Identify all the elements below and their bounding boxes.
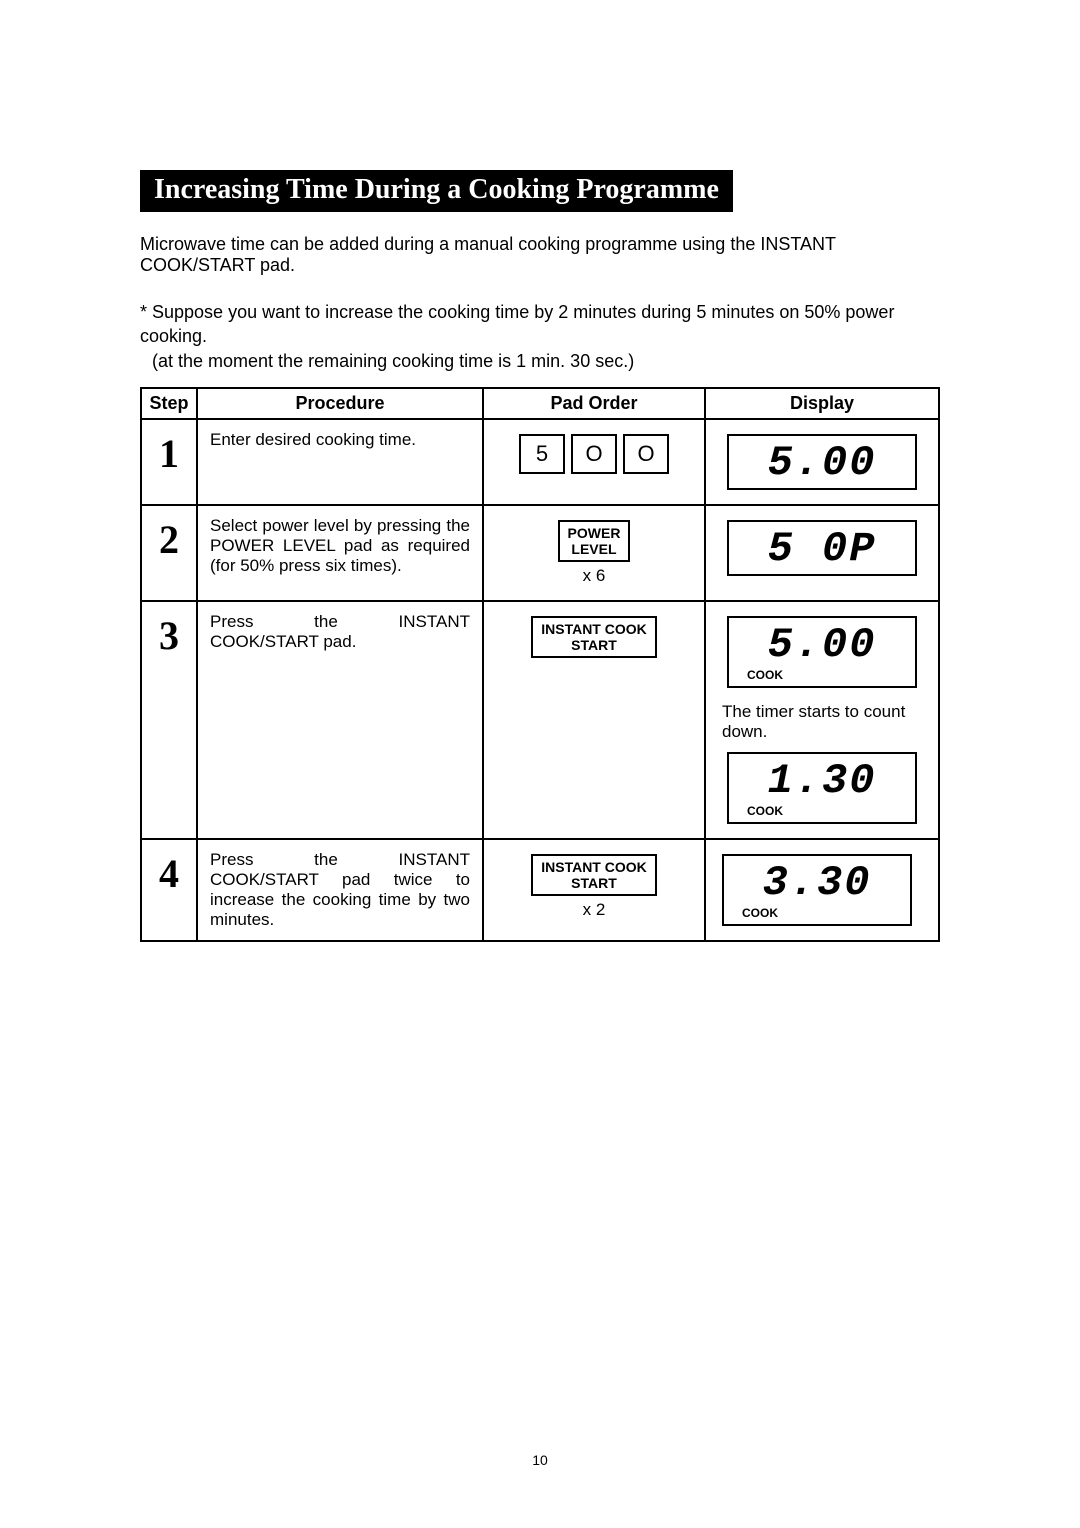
display-box: 3.30 COOK [722, 854, 912, 926]
display-box: 1.30 COOK [727, 752, 917, 824]
pad-order-cell: INSTANT COOK START x 2 [483, 839, 705, 941]
segment-display: 5 0P [747, 528, 897, 570]
display-note: The timer starts to count down. [722, 702, 922, 742]
steps-table: Step Procedure Pad Order Display 1 Enter… [140, 387, 940, 942]
cook-indicator: COOK [747, 804, 897, 818]
table-row: 3 Press the INSTANT COOK/START pad. INST… [141, 601, 939, 839]
display-cell: 5.00 COOK The timer starts to count down… [705, 601, 939, 839]
page-title: Increasing Time During a Cooking Program… [140, 170, 733, 212]
procedure-text: Enter desired cooking time. [197, 419, 483, 505]
pad-order-cell: 5 O O [483, 419, 705, 505]
note-line-2: (at the moment the remaining cooking tim… [140, 349, 940, 373]
power-level-pad: POWER LEVEL [558, 520, 631, 562]
intro-text: Microwave time can be added during a man… [140, 234, 940, 276]
keypad-0: O [571, 434, 617, 474]
pad-line-2: START [541, 637, 647, 653]
table-row: 4 Press the INSTANT COOK/START pad twice… [141, 839, 939, 941]
keypad-0: O [623, 434, 669, 474]
document-page: Increasing Time During a Cooking Program… [0, 0, 1080, 1528]
col-pad-order: Pad Order [483, 388, 705, 419]
procedure-text: Press the INSTANT COOK/START pad. [197, 601, 483, 839]
display-box: 5 0P [727, 520, 917, 576]
pad-order-cell: INSTANT COOK START [483, 601, 705, 839]
procedure-text: Press the INSTANT COOK/START pad twice t… [197, 839, 483, 941]
pad-line-2: START [541, 875, 647, 891]
step-number: 4 [141, 839, 197, 941]
cook-indicator: COOK [742, 906, 892, 920]
display-box: 5.00 [727, 434, 917, 490]
table-row: 1 Enter desired cooking time. 5 O O 5.00 [141, 419, 939, 505]
col-step: Step [141, 388, 197, 419]
page-number: 10 [0, 1452, 1080, 1468]
col-display: Display [705, 388, 939, 419]
display-cell: 3.30 COOK [705, 839, 939, 941]
instant-cook-start-pad: INSTANT COOK START [531, 616, 657, 658]
col-procedure: Procedure [197, 388, 483, 419]
cook-indicator: COOK [747, 668, 897, 682]
pad-order-cell: POWER LEVEL x 6 [483, 505, 705, 601]
step-number: 3 [141, 601, 197, 839]
pad-line-1: INSTANT COOK [541, 859, 647, 875]
pad-multiplier: x 6 [494, 566, 694, 586]
display-box: 5.00 COOK [727, 616, 917, 688]
segment-display: 5.00 [747, 624, 897, 666]
segment-display: 1.30 [747, 760, 897, 802]
step-number: 1 [141, 419, 197, 505]
pad-line-1: POWER [568, 525, 621, 541]
display-cell: 5.00 [705, 419, 939, 505]
step-number: 2 [141, 505, 197, 601]
segment-display: 3.30 [742, 862, 892, 904]
keypad-5: 5 [519, 434, 565, 474]
display-cell: 5 0P [705, 505, 939, 601]
pad-line-1: INSTANT COOK [541, 621, 647, 637]
note-block: * Suppose you want to increase the cooki… [140, 300, 940, 373]
pad-line-2: LEVEL [568, 541, 621, 557]
table-row: 2 Select power level by pressing the POW… [141, 505, 939, 601]
note-line-1: * Suppose you want to increase the cooki… [140, 300, 940, 349]
pad-multiplier: x 2 [494, 900, 694, 920]
segment-display: 5.00 [747, 442, 897, 484]
procedure-text: Select power level by pressing the POWER… [197, 505, 483, 601]
instant-cook-start-pad: INSTANT COOK START [531, 854, 657, 896]
